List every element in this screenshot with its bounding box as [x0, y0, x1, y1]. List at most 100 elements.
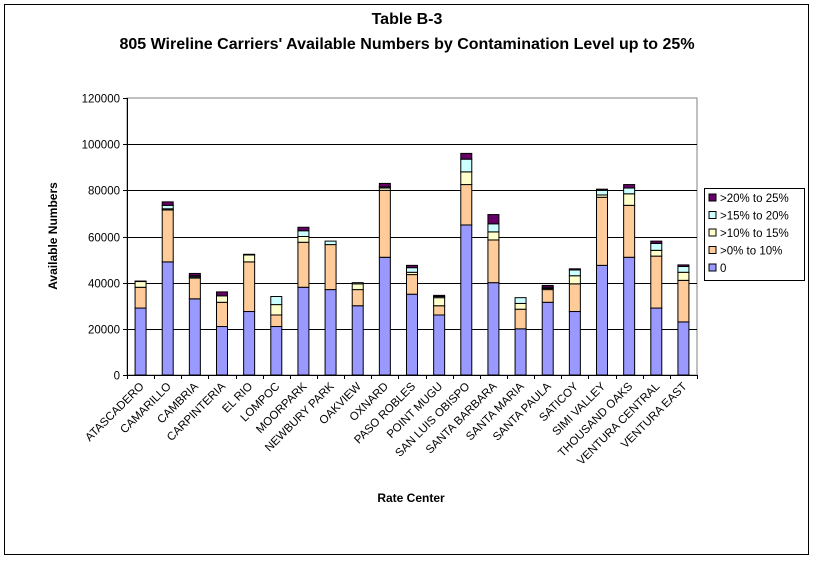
legend-swatch	[708, 263, 717, 272]
bar-segment	[541, 284, 554, 288]
bar-segment	[487, 214, 500, 225]
legend-label: >20% to 25%	[720, 193, 789, 205]
y-tick-label: 0	[114, 371, 120, 383]
bar-segment	[650, 307, 663, 376]
bar-stack-saticoy	[568, 268, 581, 376]
bar-segment	[541, 301, 554, 376]
y-tick-label: 60000	[88, 233, 120, 245]
bar-stack-santa-barbara	[487, 214, 500, 376]
bar-segment	[568, 268, 581, 271]
bar-segment	[650, 255, 663, 309]
bar-segment	[243, 261, 256, 313]
legend-item: >20% to 25%	[708, 193, 789, 205]
y-axis-ticks: 0 20000 40000 60000 80000 100000 120000	[82, 94, 127, 383]
bar-segment	[514, 308, 527, 330]
bar-segment	[351, 305, 364, 376]
bar-segment	[568, 269, 581, 277]
legend-swatch	[708, 211, 717, 219]
bar-segment	[433, 294, 446, 298]
legend-swatch	[708, 228, 717, 237]
bar-segment	[351, 289, 364, 307]
bar-segment	[161, 201, 174, 206]
bar-segment	[433, 305, 446, 316]
bar-segment	[650, 240, 663, 244]
legend-item: >10% to 15%	[708, 228, 789, 240]
bar-segment	[623, 256, 636, 376]
bar-segment	[596, 189, 608, 196]
bar-segment	[623, 204, 636, 258]
chart-frame	[4, 4, 809, 555]
bar-segment	[188, 272, 201, 277]
bar-segment	[677, 321, 690, 376]
bar-stack-thousand-oaks	[623, 184, 636, 376]
bar-segment	[351, 283, 364, 291]
bar-segment	[650, 249, 663, 257]
bar-segment	[460, 171, 473, 186]
bar-stack-lompoc	[270, 296, 283, 376]
bar-segment	[406, 274, 418, 295]
y-tick-label: 100000	[82, 140, 120, 152]
bar-segment	[650, 242, 663, 251]
bar-segment	[514, 328, 527, 376]
bar-segment	[677, 279, 690, 323]
bar-stack-oxnard	[378, 182, 391, 376]
bar-segment	[460, 152, 473, 160]
bar-segment	[216, 301, 228, 328]
bar-segment	[568, 283, 581, 313]
bar-segment	[460, 224, 473, 376]
bar-segment	[378, 256, 391, 376]
bar-stack-santa-maria	[514, 297, 527, 376]
bar-segment	[297, 286, 310, 376]
bar-segment	[134, 280, 147, 283]
bar-segment	[568, 275, 581, 285]
bar-stack-point-mugu	[433, 294, 446, 376]
legend-item: 0	[708, 263, 726, 275]
bar-segment	[541, 289, 554, 303]
bar-segment	[324, 244, 337, 291]
bar-segment	[596, 196, 608, 266]
bar-segment	[297, 230, 310, 238]
bar-segment	[487, 239, 500, 284]
bar-segment	[623, 184, 636, 189]
bar-segment	[487, 223, 500, 233]
bar-segment	[351, 282, 364, 285]
bar-stack-camarillo	[161, 201, 174, 376]
bar-stack-ventura-east	[677, 264, 690, 376]
bar-segment	[216, 291, 228, 297]
y-axis-title: Available Numbers	[46, 182, 60, 290]
axes	[127, 98, 697, 376]
legend-label: >0% to 10%	[720, 246, 782, 258]
bar-segment	[270, 314, 283, 328]
legend-label: 0	[720, 263, 726, 275]
bar-segment	[243, 254, 256, 263]
bar-segment	[188, 277, 201, 300]
bar-segment	[378, 189, 391, 258]
x-axis-ticks: ATASCADEROCAMARILLOCAMBRIACARPINTERIAEL …	[83, 375, 698, 468]
bar-segment	[270, 296, 283, 306]
bar-segment	[596, 264, 608, 376]
bar-segment	[433, 314, 446, 376]
bar-segment	[134, 307, 147, 376]
legend-swatch	[708, 193, 717, 202]
bar-segment	[216, 295, 228, 303]
bar-stack-cambria	[188, 272, 201, 376]
bar-segment	[514, 302, 527, 310]
bar-segment	[623, 193, 636, 206]
bar-segment	[460, 184, 473, 226]
y-tick-label: 20000	[88, 325, 120, 337]
bar-segment	[568, 311, 581, 376]
bar-segment	[134, 281, 147, 288]
bar-segment	[324, 240, 337, 246]
y-tick-label: 80000	[88, 186, 120, 198]
bar-segment	[596, 188, 608, 191]
bar-segment	[487, 231, 500, 241]
bar-segment	[378, 182, 391, 188]
bars	[134, 152, 690, 376]
bar-segment	[677, 264, 690, 268]
bar-stack-oakview	[351, 282, 364, 376]
bar-stack-newbury-park	[324, 240, 337, 376]
bar-segment	[243, 253, 256, 256]
y-tick-label: 120000	[82, 94, 120, 106]
bar-stack-santa-paula	[541, 284, 554, 376]
bar-segment	[487, 282, 500, 376]
